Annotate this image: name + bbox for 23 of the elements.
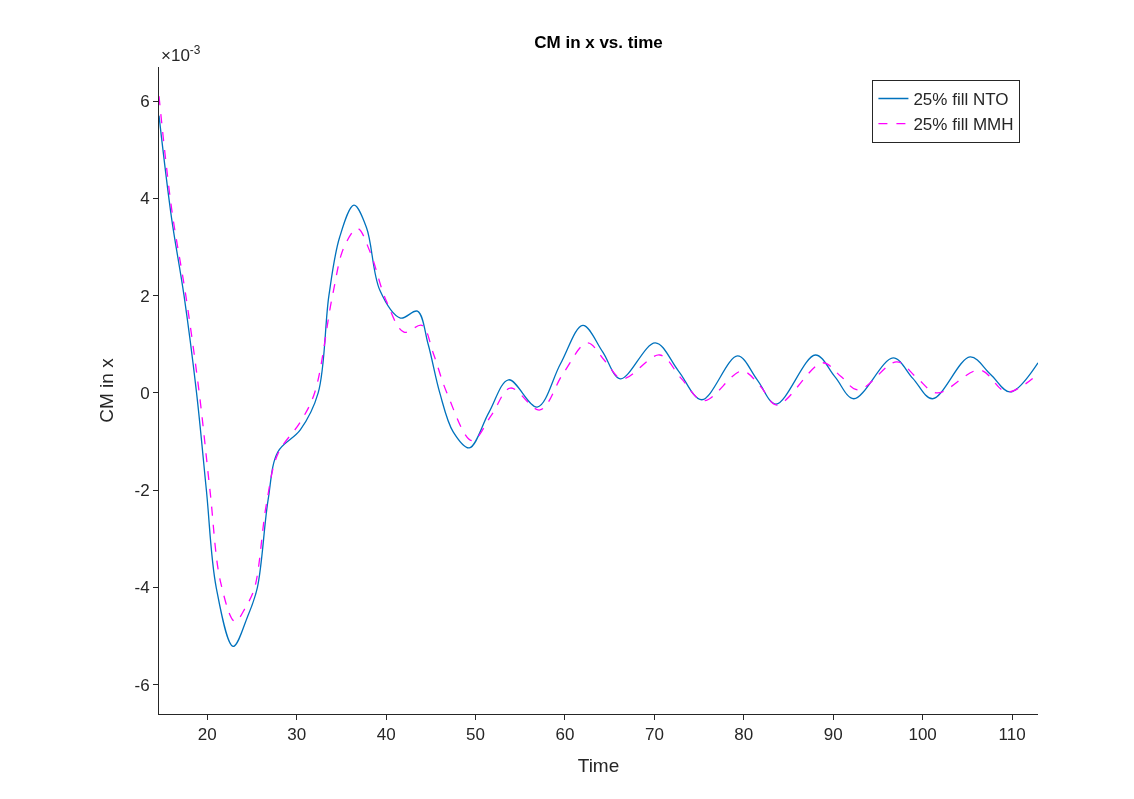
y-tick-label: 4: [140, 189, 150, 209]
text: ×10$^{-3}$: [161, 43, 201, 66]
x-tick-label: 20: [197, 725, 217, 745]
x-axis-title: Time: [577, 755, 620, 777]
x-tick-label: 40: [376, 725, 396, 745]
x-tick-label: 30: [287, 725, 307, 745]
y-tick-label: -6: [134, 675, 150, 695]
x-tick-label: 60: [555, 725, 575, 745]
y-tick-label: -4: [134, 578, 150, 598]
y-tick-label: -2: [134, 481, 150, 501]
y-tick-label: 6: [140, 92, 150, 111]
x-tick-label: 80: [734, 725, 754, 745]
x-tick-label: 100: [908, 725, 937, 745]
y-tick-label: 2: [140, 286, 150, 306]
x-tick-label: 70: [644, 725, 664, 745]
y-axis-title: CM in x: [96, 357, 118, 423]
y-tick-label: 0: [140, 383, 150, 403]
legend-label: 25% fill NTO: [913, 90, 1009, 110]
x-tick-label: 110: [998, 725, 1026, 745]
x-tick-label: 90: [823, 725, 843, 745]
chart-title: CM in x vs. time: [534, 32, 663, 52]
x-tick-label: 50: [466, 725, 486, 745]
legend-label: 25% fill MMH: [913, 115, 1014, 135]
